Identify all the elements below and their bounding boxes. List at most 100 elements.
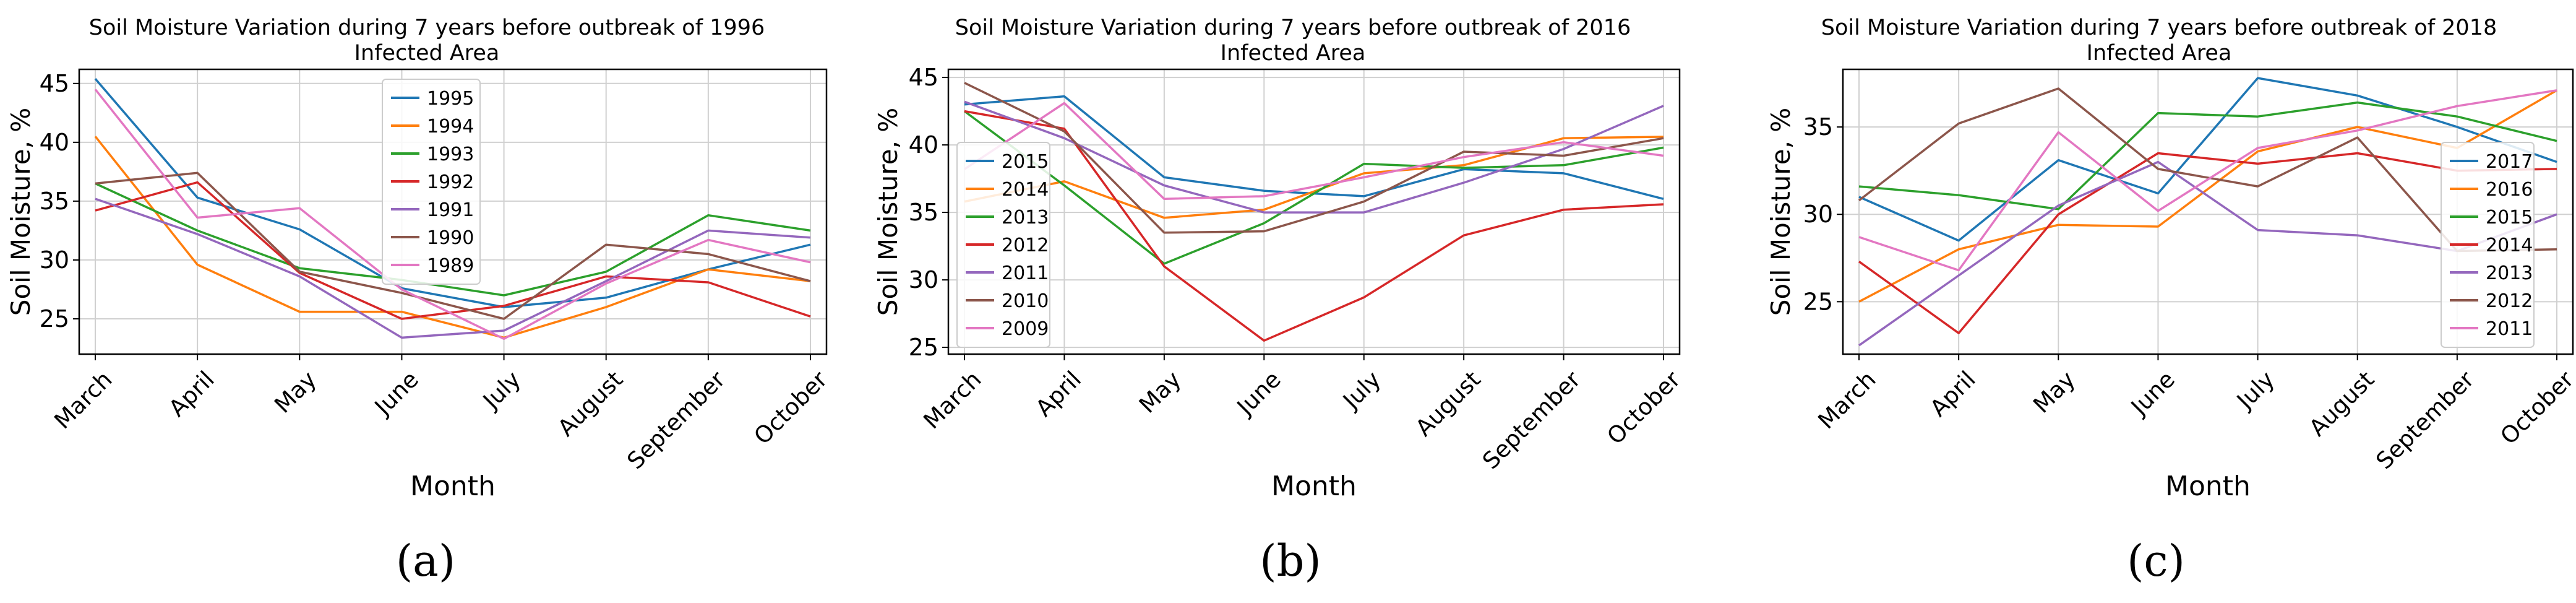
y-tick-label: 35: [1803, 113, 1833, 141]
legend: 2015 2014 2013 2012 2011 2010 2009: [956, 142, 1050, 348]
x-axis-label: Month: [2165, 471, 2251, 502]
series-line-2017: [1858, 77, 2557, 242]
x-tick-label: March: [1813, 366, 1881, 434]
legend-label: 1989: [427, 255, 474, 277]
x-tick-label: June: [2125, 366, 2180, 421]
series-line-1994: [94, 136, 811, 339]
plot-frame: [947, 68, 1681, 355]
x-tick-label: March: [918, 366, 986, 434]
x-tick-label: September: [1477, 366, 1586, 475]
y-axis-label: Soil Moisture, %: [1766, 108, 1796, 316]
series-line-2011: [964, 100, 1664, 214]
series-line-2009: [964, 102, 1664, 201]
chart-0: Soil Moisture Variation during 7 years b…: [6, 15, 833, 586]
x-tick-label: June: [369, 366, 424, 421]
figure-caption: (b): [1260, 536, 1321, 586]
x-tick-label: July: [477, 366, 526, 415]
y-tick-label: 40: [909, 131, 938, 158]
legend-box: [2441, 142, 2535, 348]
x-tick-label: September: [622, 366, 731, 475]
y-tick-label: 35: [909, 199, 938, 226]
x-tick-label: October: [1602, 366, 1686, 450]
x-tick-label: May: [1134, 366, 1186, 418]
y-tick-label: 35: [40, 188, 69, 215]
figure-caption: (a): [396, 536, 455, 586]
legend-label: 2013: [1002, 207, 1049, 228]
plot-frame: [78, 68, 828, 355]
legend-label: 2016: [2486, 179, 2533, 201]
series-line-1989: [94, 89, 811, 341]
legend-label: 2017: [2486, 151, 2533, 173]
x-tick-label: August: [2304, 366, 2379, 441]
series-line-2013: [963, 110, 1664, 265]
x-tick-label: October: [749, 366, 833, 450]
legend-label: 2015: [1002, 151, 1049, 173]
legend-label: 2009: [1002, 318, 1049, 340]
chart-1: Soil Moisture Variation during 7 years b…: [873, 15, 1686, 586]
series-line-2010: [964, 82, 1664, 234]
y-tick-label: 25: [1803, 288, 1833, 315]
x-tick-label: July: [2231, 366, 2280, 415]
x-tick-label: April: [1925, 366, 1981, 422]
series-line-1995: [94, 78, 811, 308]
y-tick-label: 45: [40, 70, 69, 97]
chart-title: Soil Moisture Variation during 7 years b…: [89, 15, 765, 40]
series-line-2016: [1858, 89, 2557, 303]
legend-label: 1990: [427, 227, 474, 249]
legend-label: 1991: [427, 199, 474, 221]
series-line-1990: [95, 171, 811, 320]
legend-box: [956, 142, 1050, 348]
legend-label: 1993: [427, 144, 474, 165]
x-tick-label: June: [1231, 366, 1286, 421]
x-tick-label: April: [1031, 366, 1086, 422]
chart-title: Soil Moisture Variation during 7 years b…: [955, 15, 1631, 40]
x-tick-label: September: [2371, 366, 2479, 475]
legend-label: 1992: [427, 171, 474, 193]
legend: 1995 1994 1993 1992 1991 1990 1989: [382, 79, 481, 285]
legend-label: 2012: [2486, 290, 2533, 312]
y-tick-label: 25: [40, 305, 69, 332]
chart-subtitle: Infected Area: [2087, 41, 2232, 66]
x-tick-label: October: [2495, 366, 2576, 450]
figure-caption: (c): [2127, 536, 2185, 586]
legend-label: 2011: [2486, 318, 2533, 340]
legend-label: 2015: [2486, 207, 2533, 228]
chart-subtitle: Infected Area: [354, 41, 500, 66]
series-line-2015: [1858, 101, 2557, 210]
plot-frame: [1842, 68, 2574, 355]
series-line-2011: [1858, 89, 2557, 272]
x-tick-label: April: [164, 366, 220, 422]
legend-label: 1994: [427, 116, 474, 137]
x-axis-label: Month: [1271, 471, 1357, 502]
legend-label: 2014: [2486, 235, 2533, 256]
x-tick-label: August: [1410, 366, 1486, 441]
y-tick-label: 40: [40, 129, 69, 156]
y-axis-label: Soil Moisture, %: [6, 108, 36, 316]
x-tick-label: August: [552, 366, 628, 441]
y-tick-label: 25: [909, 334, 938, 361]
legend-label: 1995: [427, 88, 474, 110]
y-tick-label: 30: [1803, 201, 1833, 228]
legend-label: 2011: [1002, 262, 1049, 284]
y-tick-label: 30: [40, 246, 69, 274]
legend-label: 2012: [1002, 235, 1049, 256]
y-tick-label: 30: [909, 266, 938, 293]
legend-label: 2010: [1002, 290, 1049, 312]
series-line-1992: [95, 181, 811, 320]
series-line-2012: [964, 110, 1664, 342]
y-tick-label: 45: [909, 64, 938, 91]
series-line-1993: [95, 182, 811, 297]
series-line-2014: [964, 136, 1664, 219]
chart-subtitle: Infected Area: [1221, 41, 1366, 66]
x-tick-label: March: [49, 366, 117, 434]
chart-2: Soil Moisture Variation during 7 years b…: [1766, 15, 2576, 586]
x-tick-label: May: [2028, 366, 2080, 418]
x-tick-label: July: [1337, 366, 1386, 415]
legend-box: [382, 79, 481, 285]
legend-label: 2014: [1002, 179, 1049, 201]
y-axis-label: Soil Moisture, %: [873, 108, 903, 316]
x-tick-label: May: [269, 366, 321, 418]
legend-label: 2013: [2486, 262, 2533, 284]
legend: 2017 2016 2015 2014 2013 2012 2011: [2441, 142, 2535, 348]
